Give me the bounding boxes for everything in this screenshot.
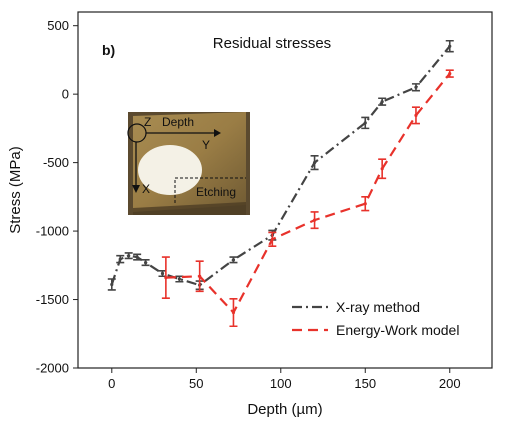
y-tick-label: 0 (62, 87, 69, 102)
data-point (448, 44, 452, 48)
data-point (312, 161, 317, 165)
y-tick-label: -2000 (36, 361, 69, 376)
y-axis-ticks: -2000 -1500 -1000 -500 0 500 (36, 18, 78, 376)
inset-x-arrowhead (132, 185, 140, 193)
x-tick-label: 200 (439, 376, 461, 391)
data-point (118, 257, 122, 261)
data-point (312, 218, 317, 222)
data-point (270, 237, 274, 241)
data-point (127, 254, 131, 258)
data-point (177, 277, 181, 281)
data-point (380, 100, 384, 104)
x-tick-label: 50 (189, 376, 203, 391)
data-point (363, 121, 367, 125)
inset-plate-edge (133, 202, 246, 215)
x-tick-label: 100 (270, 376, 292, 391)
legend-label-xray: X-ray method (336, 299, 420, 315)
inset-etching-label: Etching (196, 185, 236, 199)
data-point (380, 167, 384, 171)
y-tick-label: -500 (43, 155, 69, 170)
data-point (164, 276, 168, 280)
x-tick-label: 150 (354, 376, 376, 391)
x-axis-title: Depth (µm) (247, 401, 322, 418)
inset-etching-boundary (174, 177, 246, 203)
data-point (143, 260, 148, 265)
data-point (448, 72, 452, 76)
series-line (110, 45, 451, 287)
data-point (414, 113, 418, 117)
inset-white-spot (138, 145, 202, 195)
data-point (198, 274, 202, 278)
data-point (363, 202, 367, 206)
panel-label: b) (102, 42, 115, 58)
data-point (135, 255, 139, 259)
inset-z-label: Z (144, 115, 151, 129)
data-point (160, 271, 165, 276)
plot-frame (77, 11, 493, 369)
series-1 (161, 69, 454, 328)
inset-depth-label: Depth (162, 115, 194, 129)
y-axis-title: Stress (MPa) (7, 146, 24, 234)
y-tick-label: 500 (47, 18, 69, 33)
series-0 (107, 39, 454, 291)
x-tick-label: 0 (108, 376, 115, 391)
legend: X-ray method Energy-Work model (292, 299, 459, 338)
y-tick-label: -1000 (36, 224, 69, 239)
chart-title: Residual stresses (213, 35, 331, 52)
data-point (414, 85, 418, 89)
data-point (231, 258, 236, 262)
x-axis-ticks: 0 50 100 150 200 (108, 368, 461, 391)
legend-label-energy-work: Energy-Work model (336, 322, 459, 338)
inset-y-label: Y (202, 138, 210, 152)
y-tick-label: -1500 (36, 292, 69, 307)
inset-y-arrowhead (214, 129, 221, 137)
inset-x-label: X (142, 182, 150, 196)
data-point (110, 282, 114, 287)
sample-photo-inset: Z Depth Y X Etching (127, 112, 250, 215)
data-point (231, 310, 236, 315)
series-layer (107, 39, 454, 328)
